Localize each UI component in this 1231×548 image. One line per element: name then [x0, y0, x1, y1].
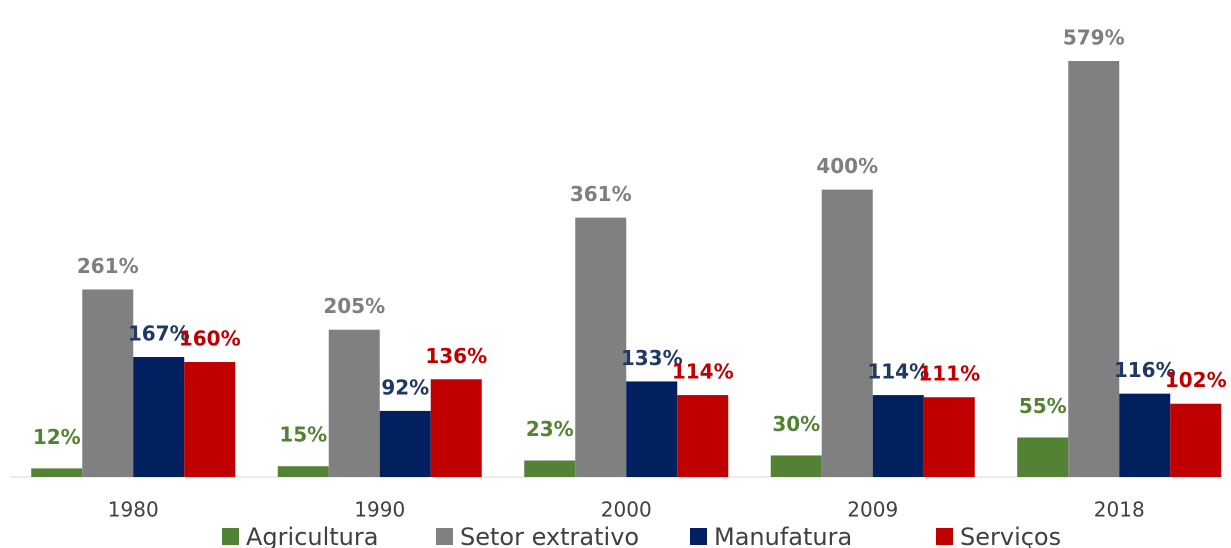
bar — [277, 466, 329, 477]
bar — [133, 357, 185, 477]
bar — [430, 379, 482, 477]
value-label: 23% — [526, 417, 574, 441]
value-label: 136% — [425, 344, 487, 368]
value-label: 205% — [323, 294, 385, 318]
value-label: 15% — [279, 423, 327, 447]
value-label: 361% — [570, 182, 632, 206]
x-tick-label: 2000 — [601, 498, 652, 522]
legend-label: Setor extrativo — [460, 523, 639, 548]
legend-label: Serviços — [960, 523, 1061, 548]
bar — [770, 455, 822, 477]
bar — [1119, 393, 1171, 477]
value-label: 111% — [918, 362, 980, 386]
legend-swatch — [222, 528, 239, 545]
x-tick-label: 2009 — [847, 498, 898, 522]
legend-swatch — [690, 528, 707, 545]
legend-swatch — [436, 528, 453, 545]
value-label: 579% — [1063, 26, 1125, 50]
value-label: 55% — [1019, 394, 1067, 418]
value-label: 160% — [179, 327, 241, 351]
value-label: 102% — [1165, 368, 1227, 392]
bar — [626, 381, 678, 477]
bar — [1017, 437, 1069, 477]
x-tick-label: 2018 — [1094, 498, 1145, 522]
legend-swatch — [936, 528, 953, 545]
bar — [872, 395, 924, 477]
value-label: 30% — [772, 412, 820, 436]
value-label: 92% — [381, 375, 429, 399]
bar — [1068, 61, 1120, 477]
value-label: 116% — [1114, 358, 1176, 382]
value-label: 261% — [77, 254, 139, 278]
legend-label: Agricultura — [246, 523, 378, 548]
value-label: 133% — [621, 346, 683, 370]
bar — [524, 460, 576, 477]
value-label: 12% — [33, 425, 81, 449]
x-tick-label: 1990 — [354, 498, 405, 522]
value-label: 114% — [867, 360, 929, 384]
bar — [31, 468, 83, 477]
value-label: 167% — [128, 322, 190, 346]
bar — [677, 395, 729, 477]
bar — [184, 362, 236, 477]
value-label: 114% — [672, 360, 734, 384]
bar — [379, 410, 431, 477]
bar — [1170, 403, 1222, 477]
value-label: 400% — [816, 154, 878, 178]
bar — [82, 289, 134, 477]
legend-label: Manufatura — [714, 523, 852, 548]
bar — [923, 397, 975, 477]
bar — [821, 189, 873, 477]
bar — [575, 217, 627, 478]
x-tick-label: 1980 — [108, 498, 159, 522]
bar — [328, 329, 380, 477]
